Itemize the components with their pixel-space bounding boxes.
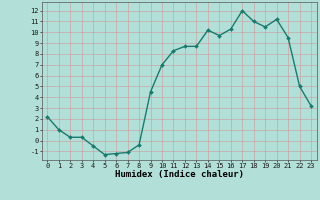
X-axis label: Humidex (Indice chaleur): Humidex (Indice chaleur) xyxy=(115,170,244,179)
